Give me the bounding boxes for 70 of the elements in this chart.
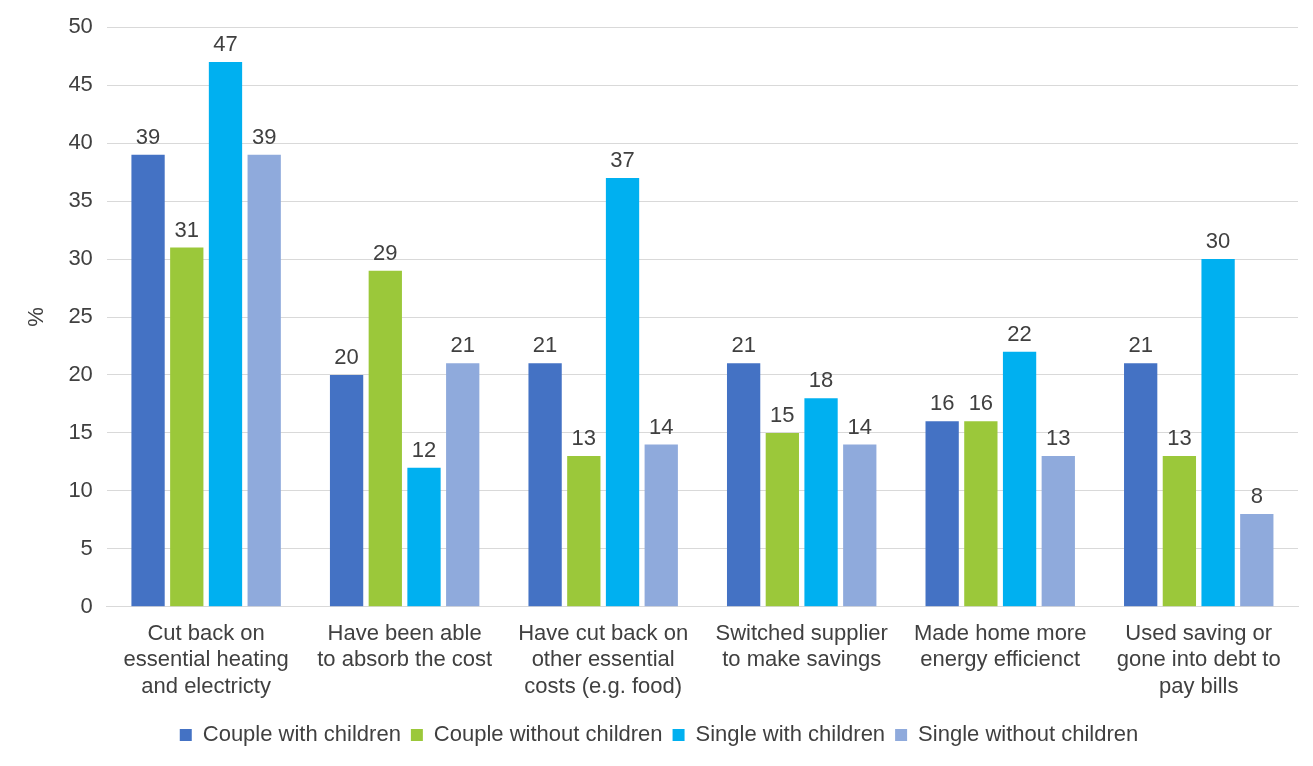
data-label: 37 [610,146,635,172]
x-tick-label: Cut back on essential heating and electricty [123,620,289,698]
data-label: 14 [649,413,674,439]
legend-label: Single without children [918,721,1139,747]
bar [1162,456,1197,607]
x-tick-label: Have cut back on other essential costs (e.g. food) [518,620,689,698]
data-label: 14 [847,413,873,439]
y-tick-label: 25 [68,303,93,329]
data-label: 39 [135,123,161,149]
bar [131,154,165,607]
x-tick-label: Switched supplier to make savings [715,620,888,672]
bar [1041,456,1075,607]
y-tick-label: 20 [68,361,93,387]
legend-label: Single with children [695,721,886,747]
data-label: 20 [334,344,359,370]
legend-label: Couple with children [202,721,401,747]
bar [247,154,281,607]
legend-label: Couple without children [433,721,663,747]
data-label: 47 [213,31,238,57]
x-tick-label: Made home more energy efficienct [914,620,1087,672]
data-label: 22 [1007,320,1032,346]
data-label: 29 [373,239,398,265]
data-label: 16 [929,390,955,416]
bar [726,363,761,607]
data-label: 31 [174,216,200,242]
bar [964,421,998,607]
bar [843,444,877,607]
bar [605,177,640,607]
data-label: 21 [1128,332,1153,358]
x-tick-label: Have been able to absorb the cost [317,620,493,672]
data-label: 21 [532,332,558,358]
bar [407,467,441,607]
data-label: 15 [770,401,795,427]
y-tick-label: 40 [68,129,93,155]
y-tick-label: 50 [68,13,93,39]
data-label: 18 [808,367,834,393]
bar [1201,259,1235,607]
bar [1002,351,1037,607]
data-label: 12 [411,436,437,462]
bar [446,363,480,607]
data-label: 16 [968,390,994,416]
bar [329,374,364,607]
bar [644,444,678,607]
y-tick-label: 10 [68,476,93,502]
bar [925,421,959,607]
y-axis-title: % [23,307,49,327]
bar [1240,514,1274,607]
data-label: 8 [1250,483,1263,509]
data-label: 21 [731,332,756,358]
y-tick-label: 30 [68,245,93,271]
y-tick-label: 45 [68,71,93,97]
data-label: 39 [251,123,277,149]
bar [170,247,204,607]
data-label: 13 [571,425,597,451]
x-tick-label: Used saving or gone into debt to pay bills [1116,620,1281,698]
data-label: 30 [1205,228,1231,254]
bar [208,61,243,607]
bar [528,363,562,607]
data-label: 13 [1167,425,1192,451]
bar [1124,363,1158,607]
data-label: 21 [450,332,475,358]
bar [765,432,799,607]
y-tick-label: 15 [68,418,93,444]
bar [368,270,402,607]
y-tick-label: 5 [80,534,93,560]
data-label: 13 [1046,425,1071,451]
bar [567,456,601,607]
y-tick-label: 35 [68,187,93,213]
y-tick-label: 0 [80,592,93,618]
bar [804,398,838,607]
